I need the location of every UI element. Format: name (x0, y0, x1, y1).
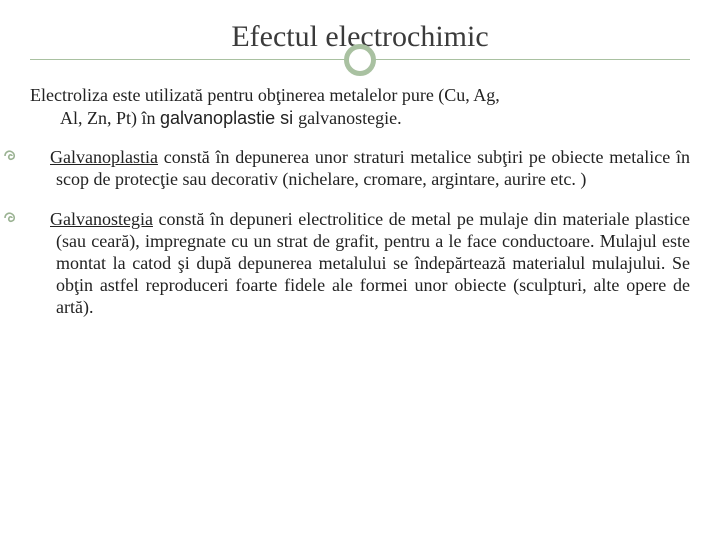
p2-lead: Galvanostegia (50, 209, 153, 229)
content-area: Electroliza este utilizată pentru obţine… (30, 78, 690, 319)
paragraph-galvanoplastia: Galvanoplastia constă în depunerea unor … (30, 147, 690, 191)
p1-lead: Galvanoplastia (50, 147, 158, 167)
intro-line2-suffix: galvanostegie. (298, 108, 401, 128)
swirl-bullet-icon (30, 147, 50, 169)
swirl-bullet-icon (30, 209, 50, 231)
slide: Efectul electrochimic Electroliza este u… (0, 0, 720, 540)
title-circle-icon (344, 44, 376, 76)
paragraph-galvanostegia: Galvanostegia constă în depuneri electro… (30, 209, 690, 319)
intro-line2: Al, Zn, Pt) în galvanoplastie si galvano… (34, 107, 690, 130)
title-area: Efectul electrochimic (30, 20, 690, 78)
intro-line2-prefix: Al, Zn, Pt) în (60, 108, 160, 128)
intro-line1: Electroliza este utilizată pentru obţine… (34, 84, 690, 107)
intro-paragraph: Electroliza este utilizată pentru obţine… (30, 84, 690, 129)
intro-line2-sans: galvanoplastie si (160, 108, 298, 128)
